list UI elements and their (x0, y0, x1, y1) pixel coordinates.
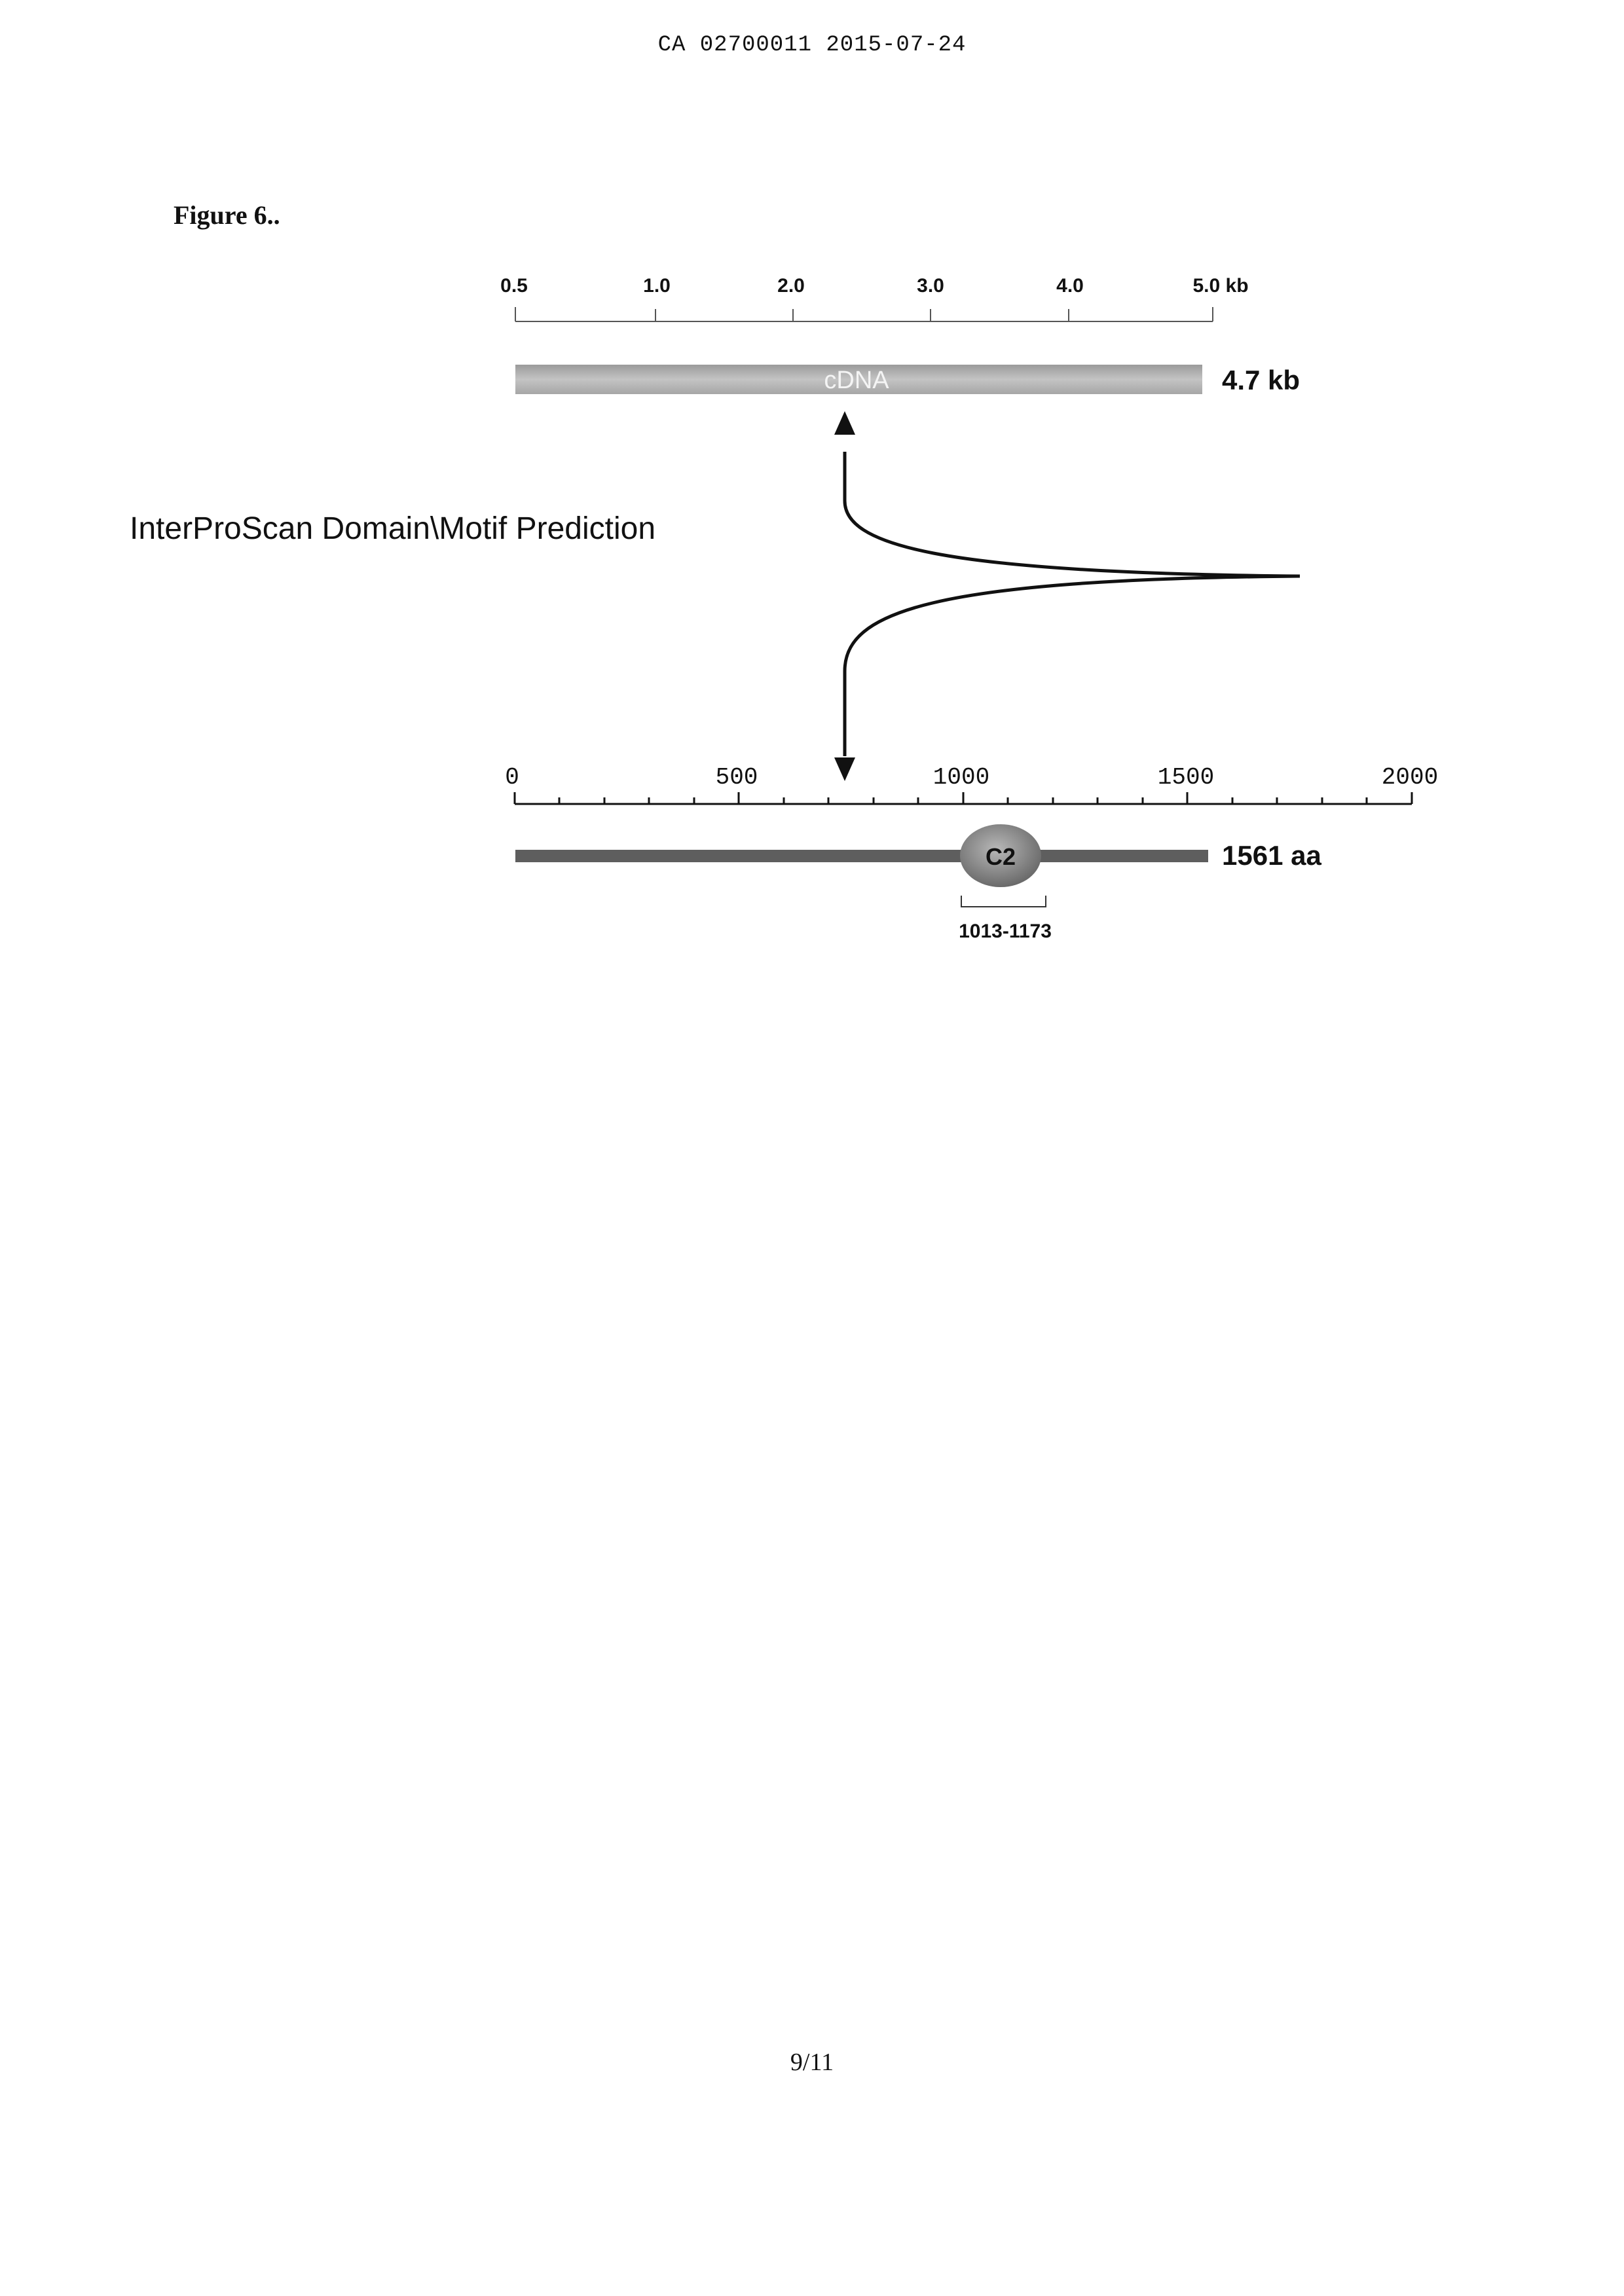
c2-domain-label: C2 (986, 843, 1016, 870)
cdna-scale: 0.5 1.0 2.0 3.0 4.0 5.0 kb (500, 275, 1248, 321)
prediction-arrow (845, 452, 1300, 756)
arrow-down-icon (834, 757, 855, 781)
prediction-label: InterProScan Domain\Motif Prediction (130, 511, 655, 546)
cdna-length-label: 4.7 kb (1222, 365, 1300, 395)
cdna-tick-label: 0.5 (500, 275, 528, 297)
arrow-up-icon (834, 411, 855, 435)
c2-domain: C2 1013-1173 (959, 824, 1052, 942)
protein-bar: 1561 aa (515, 840, 1321, 871)
cdna-tick-label: 1.0 (643, 275, 671, 297)
cdna-tick-label: 4.0 (1056, 275, 1084, 297)
protein-tick-label: 2000 (1382, 764, 1438, 791)
protein-tick-label: 0 (505, 764, 519, 791)
protein-scale: 0 500 1000 1500 2000 (505, 764, 1438, 804)
protein-tick-label: 1000 (933, 764, 989, 791)
protein-tick-label: 500 (716, 764, 758, 791)
cdna-tick-label: 2.0 (777, 275, 805, 297)
cdna-label: cDNA (824, 367, 889, 394)
c2-domain-range: 1013-1173 (959, 920, 1052, 942)
cdna-tick-label: 3.0 (917, 275, 944, 297)
cdna-bar: cDNA 4.7 kb (515, 365, 1300, 395)
protein-tick-label: 1500 (1158, 764, 1214, 791)
protein-length-label: 1561 aa (1222, 840, 1321, 871)
page-number: 9/11 (0, 2048, 1624, 2077)
cdna-tick-label: 5.0 kb (1192, 275, 1248, 297)
